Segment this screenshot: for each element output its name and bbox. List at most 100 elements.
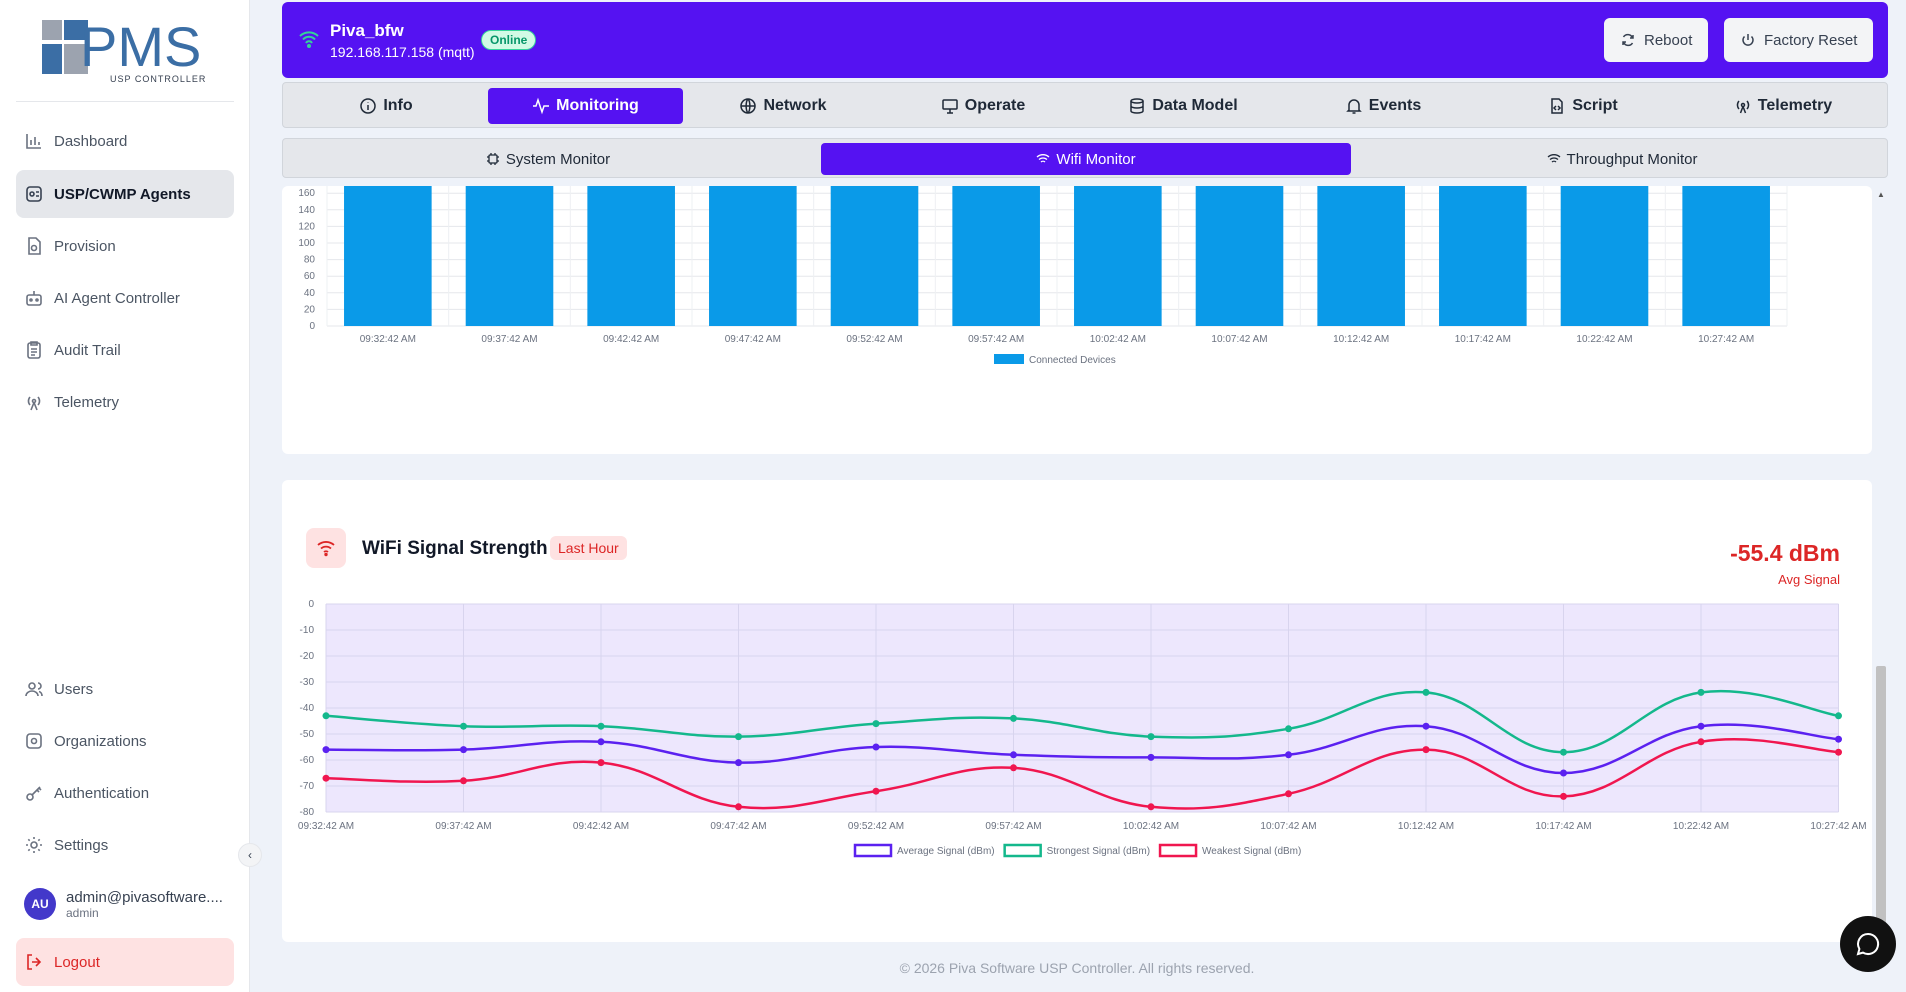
y-tick-label: -60	[300, 755, 315, 766]
x-tick-label: 10:27:42 AM	[1698, 334, 1754, 345]
data-point	[735, 803, 742, 811]
data-point	[1835, 748, 1842, 756]
tab-info[interactable]: Info	[291, 88, 481, 124]
sidebar-item-organizations[interactable]: Organizations	[16, 717, 234, 765]
signal-icon-box	[306, 528, 346, 568]
data-point	[460, 722, 467, 730]
tab-data-model[interactable]: Data Model	[1088, 88, 1278, 124]
data-point	[597, 738, 605, 746]
tab-monitoring[interactable]: Monitoring	[488, 88, 683, 124]
tab-telemetry[interactable]: Telemetry	[1688, 88, 1878, 124]
tab-label: Data Model	[1152, 97, 1238, 114]
tab-label: Telemetry	[1757, 97, 1833, 114]
logout-icon	[27, 954, 42, 970]
file-gear-icon	[28, 237, 41, 255]
subtab-system-monitor[interactable]: System Monitor	[287, 143, 809, 175]
chat-icon	[1856, 932, 1880, 956]
tab-label: Monitoring	[556, 97, 639, 114]
sidebar-item-label: Audit Trail	[54, 341, 121, 359]
sidebar-item-settings[interactable]: Settings	[16, 821, 234, 869]
chat-button[interactable]	[1840, 916, 1896, 972]
series-line	[325, 738, 1839, 810]
bar-chart-icon	[26, 134, 41, 149]
x-tick-label: 10:02:42 AM	[1090, 334, 1146, 345]
tab-script[interactable]: Script	[1488, 88, 1678, 124]
data-point	[597, 722, 605, 730]
x-tick-label: 09:57:42 AM	[985, 821, 1041, 832]
monitor-subtabs: System Monitor Wifi Monitor Throughput M…	[282, 138, 1888, 178]
x-tick-label: 10:12:42 AM	[1333, 334, 1389, 345]
bar	[952, 168, 1040, 326]
sidebar-item-label: Provision	[54, 237, 116, 255]
x-tick-label: 09:37:42 AM	[435, 821, 491, 832]
subtab-wifi-monitor[interactable]: Wifi Monitor	[821, 143, 1351, 175]
tab-network[interactable]: Network	[688, 88, 878, 124]
scrollbar-thumb[interactable]	[1876, 666, 1886, 936]
status-badge: Online	[481, 30, 537, 50]
data-point	[460, 777, 467, 785]
sidebar-item-label: Organizations	[54, 732, 147, 750]
subtab-label: System Monitor	[505, 150, 611, 168]
building-icon	[26, 733, 42, 749]
sidebar-item-telemetry[interactable]: Telemetry	[16, 378, 234, 426]
data-point	[872, 787, 880, 795]
data-point	[872, 743, 880, 751]
device-tabs: Info Monitoring Network Operate Data Mod…	[282, 82, 1888, 128]
bar	[830, 169, 919, 326]
x-tick-label: 09:47:42 AM	[710, 821, 766, 832]
y-tick-label: -80	[300, 807, 315, 818]
legend-label: Weakest Signal (dBm)	[1202, 846, 1301, 857]
bell-icon	[1345, 99, 1362, 114]
x-tick-label: 10:27:42 AM	[1810, 821, 1866, 832]
reboot-button[interactable]: Reboot	[1604, 18, 1709, 62]
wifi-icon	[1547, 154, 1560, 163]
sidebar-item-label: AI Agent Controller	[54, 289, 180, 307]
legend-swatch	[994, 354, 1024, 364]
subtab-throughput-monitor[interactable]: Throughput Monitor	[1359, 143, 1885, 175]
data-point	[597, 759, 605, 767]
scroll-up-icon[interactable]: ▲	[1877, 190, 1885, 199]
bar	[1074, 162, 1162, 326]
refresh-icon	[1622, 33, 1634, 47]
time-range-badge: Last Hour	[550, 536, 627, 560]
data-point	[1285, 751, 1292, 759]
data-point	[1422, 688, 1430, 696]
sidebar-item-authentication[interactable]: Authentication	[16, 769, 234, 817]
sidebar-item-label: Authentication	[54, 784, 150, 802]
data-point	[322, 774, 330, 782]
x-tick-label: 09:32:42 AM	[360, 334, 416, 345]
cpu-icon	[486, 153, 499, 165]
legend-swatch	[853, 843, 893, 858]
y-tick-label: 60	[304, 271, 316, 282]
sidebar-item-agents[interactable]: USP/CWMP Agents	[16, 170, 234, 218]
data-point	[1422, 722, 1430, 730]
device-name: Piva_bfw	[330, 21, 404, 40]
x-tick-label: 09:47:42 AM	[725, 334, 781, 345]
x-tick-label: 09:52:42 AM	[848, 821, 904, 832]
tab-operate[interactable]: Operate	[888, 88, 1078, 124]
user-profile[interactable]: AU admin@pivasoftware.... admin	[16, 882, 234, 926]
pms-logo[interactable]: PMS USP CONTROLLER	[40, 15, 210, 86]
factory-reset-button[interactable]: Factory Reset	[1724, 18, 1874, 62]
logout-button[interactable]: Logout	[16, 938, 234, 986]
x-tick-label: 09:42:42 AM	[573, 821, 629, 832]
y-tick-label: -20	[300, 651, 315, 662]
sidebar-item-users[interactable]: Users	[16, 665, 234, 713]
sidebar-item-ai-agent[interactable]: AI Agent Controller	[16, 274, 234, 322]
data-point	[1285, 725, 1292, 733]
bar	[1560, 165, 1649, 326]
tab-events[interactable]: Events	[1288, 88, 1478, 124]
sidebar-item-audit-trail[interactable]: Audit Trail	[16, 326, 234, 374]
sidebar-item-dashboard[interactable]: Dashboard	[16, 117, 234, 165]
legend-label: Connected Devices	[1029, 355, 1116, 366]
sidebar-item-provision[interactable]: Provision	[16, 222, 234, 270]
power-icon	[1742, 34, 1754, 46]
footer-text: © 2026 Piva Software USP Controller. All…	[899, 960, 1255, 976]
sidebar-item-label: Users	[54, 680, 94, 698]
data-point	[1560, 769, 1567, 777]
database-icon	[1130, 98, 1145, 114]
y-tick-label: 0	[309, 321, 315, 332]
device-ip: 192.168.117.158 (mqtt)	[330, 44, 475, 60]
sidebar-collapse-button[interactable]: ‹	[238, 843, 262, 867]
avg-signal-value: -55.4 dBm	[1730, 540, 1840, 566]
